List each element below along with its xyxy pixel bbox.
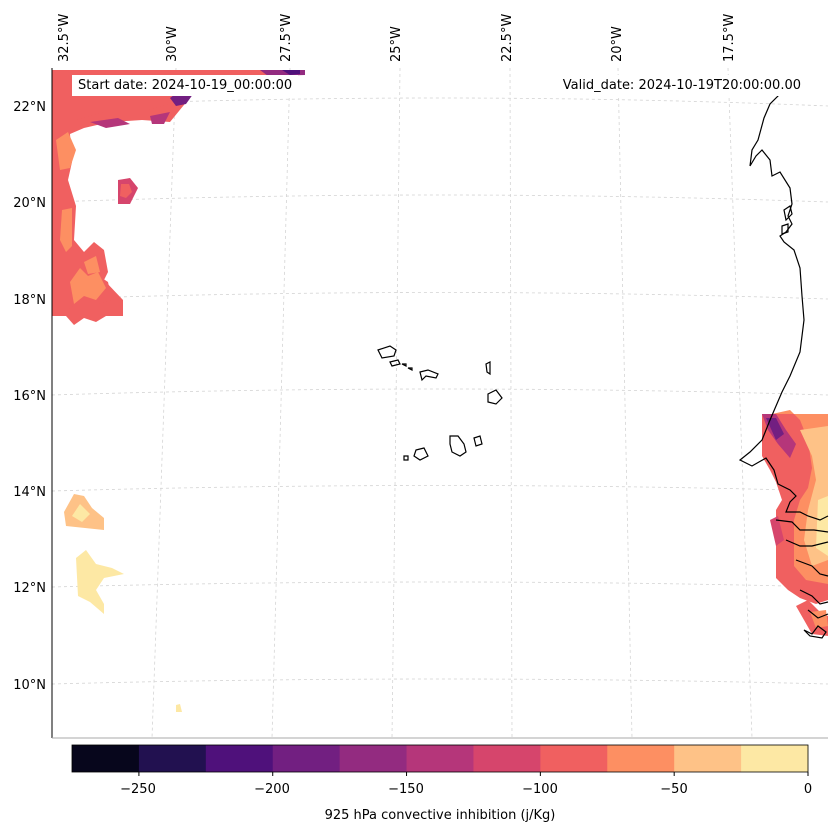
- lat-label: 22°N: [13, 100, 46, 115]
- cin-contours-east: [762, 410, 828, 636]
- cin-contours-west: [52, 70, 305, 712]
- lat-label: 10°N: [13, 678, 46, 693]
- colorbar-segment: [72, 745, 140, 772]
- colorbar-title: 925 hPa convective inhibition (j/Kg): [324, 808, 556, 823]
- colorbar-segment: [138, 745, 207, 772]
- lon-label: 20°W: [610, 26, 625, 62]
- colorbar-segment: [674, 745, 742, 772]
- lat-label: 18°N: [13, 293, 46, 308]
- colorbar-tick-label: 0: [804, 782, 812, 797]
- latitude-labels: 22°N 20°N 18°N 16°N 14°N 12°N 10°N: [13, 100, 46, 693]
- colorbar: [71, 744, 809, 776]
- colorbar-tick-labels: −250 −200 −150 −100 −50 0: [120, 782, 812, 797]
- colorbar-segment: [741, 745, 809, 772]
- graticule: [51, 67, 829, 739]
- lat-label: 20°N: [13, 196, 46, 211]
- lon-label: 27.5°W: [279, 14, 294, 62]
- colorbar-tick-label: −150: [388, 782, 424, 797]
- colorbar-tick-label: −250: [120, 782, 156, 797]
- colorbar-segment: [406, 745, 474, 772]
- valid-date-label: Valid_date: 2024-10-19T20:00:00.00: [556, 75, 807, 96]
- lat-label: 14°N: [13, 485, 46, 500]
- colorbar-segment: [540, 745, 608, 772]
- colorbar-segment: [607, 745, 675, 772]
- start-date-label: Start date: 2024-10-19_00:00:00: [72, 75, 299, 96]
- colorbar-segment: [272, 745, 341, 772]
- lon-label: 30°W: [165, 26, 180, 62]
- longitude-labels: 32.5°W 30°W 27.5°W 25°W 22.5°W 20°W 17.5…: [57, 14, 737, 62]
- colorbar-tick-label: −100: [522, 782, 558, 797]
- coastlines: [377, 77, 829, 639]
- lon-label: 17.5°W: [722, 14, 737, 62]
- lon-label: 22.5°W: [500, 14, 515, 62]
- lat-label: 12°N: [13, 581, 46, 596]
- lat-label: 16°N: [13, 389, 46, 404]
- colorbar-tick-label: −200: [254, 782, 290, 797]
- colorbar-segment: [339, 745, 408, 772]
- colorbar-segment: [205, 745, 274, 772]
- lon-label: 32.5°W: [57, 14, 72, 62]
- colorbar-tick-label: −50: [660, 782, 687, 797]
- colorbar-outline: [71, 744, 809, 773]
- colorbar-segment: [473, 745, 541, 772]
- lon-label: 25°W: [389, 26, 404, 62]
